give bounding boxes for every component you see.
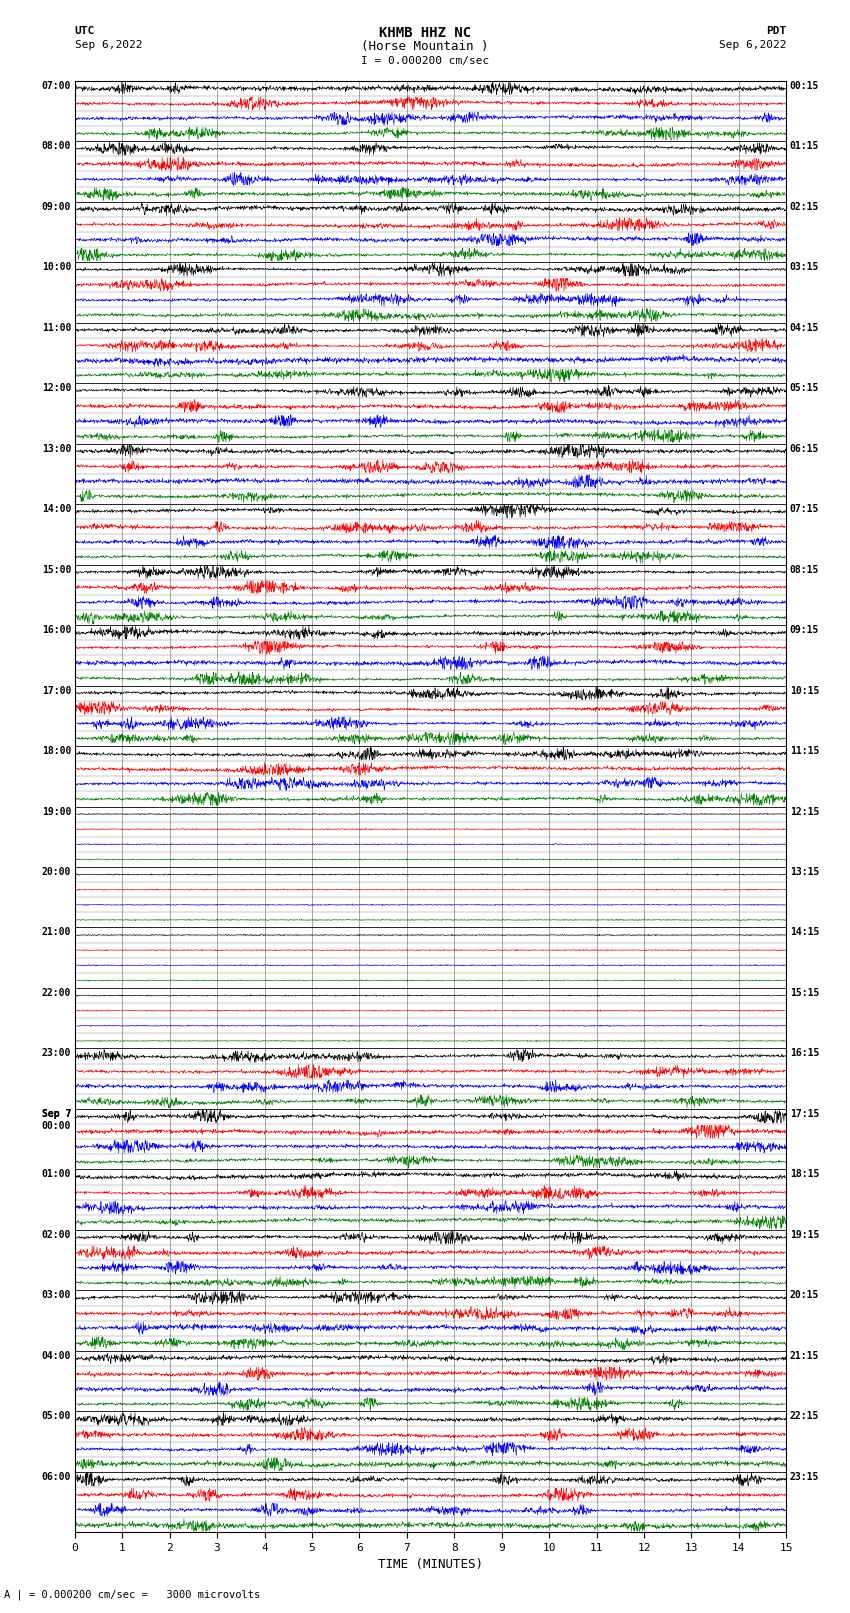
Text: 18:15: 18:15 [790,1169,819,1179]
Text: 05:15: 05:15 [790,384,819,394]
Text: 04:15: 04:15 [790,323,819,332]
Text: 07:15: 07:15 [790,503,819,515]
Text: 12:15: 12:15 [790,806,819,816]
Text: 22:15: 22:15 [790,1411,819,1421]
Text: (Horse Mountain ): (Horse Mountain ) [361,40,489,53]
Text: 04:00: 04:00 [42,1352,71,1361]
Text: 16:15: 16:15 [790,1048,819,1058]
Text: 20:00: 20:00 [42,868,71,877]
Text: 02:15: 02:15 [790,202,819,211]
Text: 01:15: 01:15 [790,142,819,152]
Text: 21:15: 21:15 [790,1352,819,1361]
Text: PDT: PDT [766,26,786,35]
Text: 14:00: 14:00 [42,503,71,515]
Text: 19:00: 19:00 [42,806,71,816]
Text: 15:15: 15:15 [790,987,819,998]
Text: 13:00: 13:00 [42,444,71,453]
Text: 07:00: 07:00 [42,81,71,90]
Text: 16:00: 16:00 [42,626,71,636]
Text: Sep 6,2022: Sep 6,2022 [719,40,786,50]
Text: 01:00: 01:00 [42,1169,71,1179]
Text: 03:00: 03:00 [42,1290,71,1300]
Text: 10:00: 10:00 [42,263,71,273]
Text: 13:15: 13:15 [790,868,819,877]
Text: 09:00: 09:00 [42,202,71,211]
Text: Sep 6,2022: Sep 6,2022 [75,40,142,50]
Text: A | = 0.000200 cm/sec =   3000 microvolts: A | = 0.000200 cm/sec = 3000 microvolts [4,1589,260,1600]
Text: 08:00: 08:00 [42,142,71,152]
Text: 17:00: 17:00 [42,686,71,695]
Text: 10:15: 10:15 [790,686,819,695]
Text: 02:00: 02:00 [42,1231,71,1240]
Text: 17:15: 17:15 [790,1110,819,1119]
Text: KHMB HHZ NC: KHMB HHZ NC [379,26,471,40]
Text: Sep 7: Sep 7 [42,1110,71,1119]
Text: 20:15: 20:15 [790,1290,819,1300]
Text: 00:15: 00:15 [790,81,819,90]
Text: 21:00: 21:00 [42,927,71,937]
Text: 22:00: 22:00 [42,987,71,998]
Text: 23:00: 23:00 [42,1048,71,1058]
Text: 05:00: 05:00 [42,1411,71,1421]
Text: 15:00: 15:00 [42,565,71,574]
Text: 09:15: 09:15 [790,626,819,636]
Text: 19:15: 19:15 [790,1231,819,1240]
Text: Sep 7
00:00: Sep 7 00:00 [42,1110,71,1131]
Text: 11:00: 11:00 [42,323,71,332]
Text: 11:15: 11:15 [790,747,819,756]
Text: 06:15: 06:15 [790,444,819,453]
Text: 08:15: 08:15 [790,565,819,574]
Text: UTC: UTC [75,26,95,35]
Text: 06:00: 06:00 [42,1471,71,1482]
Text: 18:00: 18:00 [42,747,71,756]
X-axis label: TIME (MINUTES): TIME (MINUTES) [378,1558,483,1571]
Text: I = 0.000200 cm/sec: I = 0.000200 cm/sec [361,56,489,66]
Text: 14:15: 14:15 [790,927,819,937]
Text: 23:15: 23:15 [790,1471,819,1482]
Text: 03:15: 03:15 [790,263,819,273]
Text: 12:00: 12:00 [42,384,71,394]
